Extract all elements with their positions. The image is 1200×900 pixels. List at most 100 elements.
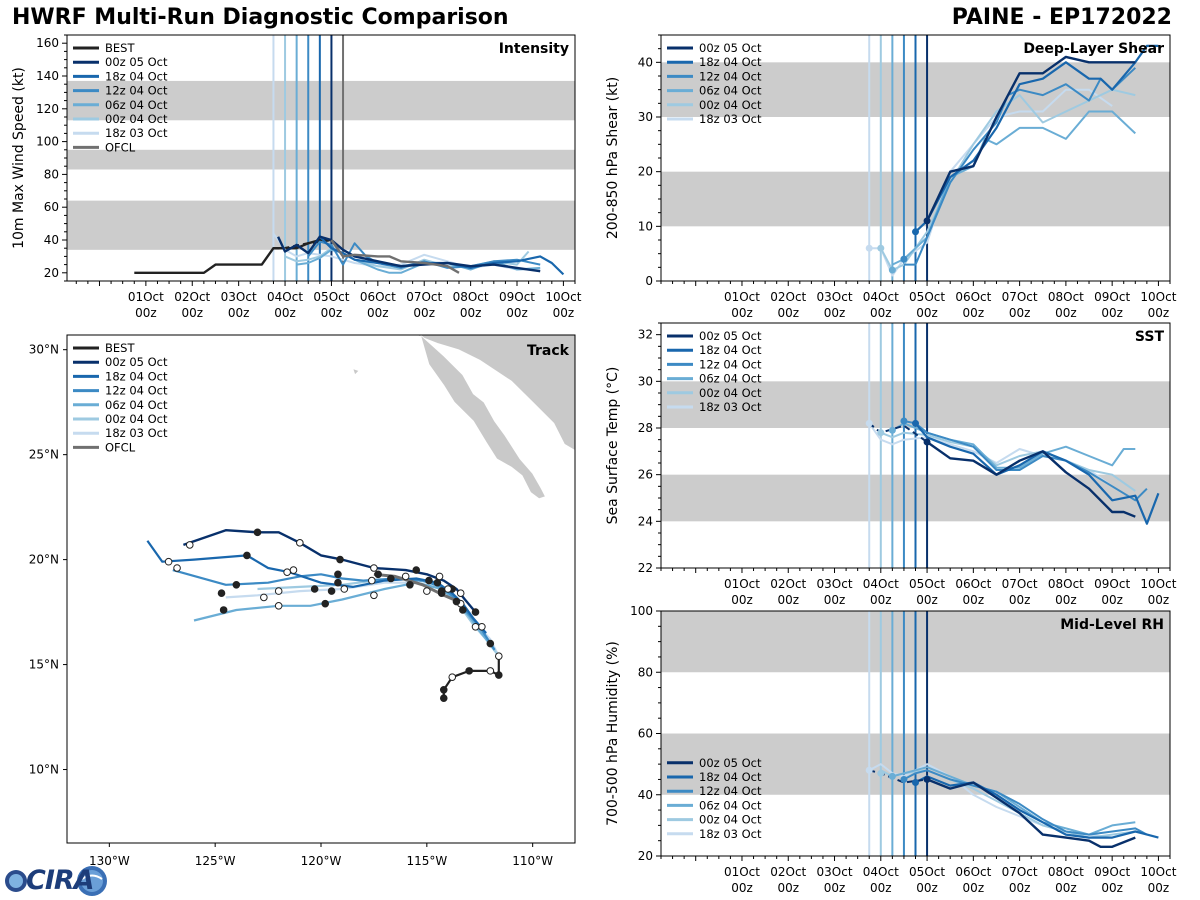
shear-legend-label: 00z 05 Oct [699,41,762,55]
track-marker-13 [456,589,465,597]
track-marker-30 [368,576,376,585]
track-marker-50 [173,564,181,572]
intensity-ytick-label: 140 [36,69,59,83]
rh-xtick-hour: 00z [824,881,846,895]
track-lat-label: 15°N [29,658,59,672]
shear-xtick-hour: 00z [870,306,892,320]
rh-xtick-day: 01Oct [724,865,760,879]
shear-series-group [865,44,1159,277]
intensity-xtick-hour: 00z [321,306,343,320]
track-marker-9 [471,622,480,631]
rh-ytick-label: 80 [638,665,653,679]
track-marker-26 [387,574,395,583]
intensity-title: Intensity [499,41,569,57]
intensity-legend-label: OFCL [105,140,136,154]
track-marker-7 [486,639,495,648]
track-marker-27 [374,570,382,579]
track-marker-29 [370,591,378,600]
rh-legend-label: 18z 04 Oct [699,770,762,784]
logo-text: CIRA [26,865,95,896]
shear-legend-label: 18z 04 Oct [699,55,762,69]
sst-xtick-day: 09Oct [1094,577,1130,591]
rh-ytick-label: 20 [638,849,653,863]
track-lat-label: 30°N [29,343,59,357]
sst-xtick-day: 01Oct [724,577,760,591]
rh-init-point-1 [877,769,885,777]
track-marker-45 [243,551,251,560]
rh-legend-label: 00z 05 Oct [699,756,762,770]
shear-ytick-label: 0 [645,274,653,288]
sst-xtick-hour: 00z [963,593,985,607]
track-marker-21 [425,576,433,585]
track-marker-38 [296,539,304,547]
sst-legend-label: 00z 04 Oct [699,386,762,400]
shear-xtick-day: 07Oct [1002,290,1038,304]
track-marker-51 [164,557,173,566]
track-lon-label: 115°W [406,854,447,868]
intensity-xtick-hour: 00z [460,306,482,320]
rh-xtick-day: 03Oct [817,865,853,879]
shear-init-point-3 [900,255,908,263]
intensity-xtick-day: 08Oct [453,290,489,304]
shear-legend-label: 12z 04 Oct [699,69,762,83]
sst-chart: 22 24 26 28 30 32 01Oct 00z 02Oct 00z 03Oct 00z 04Oc… [605,322,1177,607]
track-marker-10 [471,608,480,616]
rh-xtick-day: 08Oct [1048,865,1084,879]
rh-xtick-hour: 00z [1101,881,1123,895]
sst-series-12z-04-oct [903,420,1148,502]
rh-series-group [865,763,1159,848]
land-island [352,367,360,376]
shear-xtick-hour: 00z [1009,306,1031,320]
sst-xtick-day: 08Oct [1048,577,1084,591]
rh-init-point-4 [912,779,919,786]
sst-xtick-hour: 00z [1148,593,1170,607]
rh-init-point-3 [900,775,908,783]
track-legend-label: 00z 05 Oct [105,355,168,369]
track-marker-25 [401,572,410,581]
shear-xtick-hour: 00z [824,306,846,320]
intensity-xtick-hour: 00z [228,306,250,320]
intensity-xtick-hour: 00z [181,306,203,320]
track-lat-label: 10°N [29,763,59,777]
intensity-xtick-day: 09Oct [499,290,535,304]
shear-xtick-hour: 00z [1101,306,1123,320]
track-marker-8 [478,622,486,631]
shear-xtick-hour: 00z [963,306,985,320]
track-marker-42 [274,601,283,610]
sst-legend-label: 06z 04 Oct [699,372,762,386]
track-marker-4 [486,667,495,675]
track-marker-32 [336,555,344,564]
shear-init-point-5 [923,217,931,225]
shear-xtick-day: 03Oct [817,290,853,304]
rh-series-12z-04-oct [903,769,1148,836]
track-marker-11 [459,606,467,614]
intensity-series-ofcl [330,239,460,274]
rh-legend-label: 18z 03 Oct [699,827,762,841]
track-06z-04-oct [193,581,496,651]
rh-series-06z-04-oct [892,766,1136,836]
shear-init-point-2 [888,266,896,274]
rh-xtick-day: 07Oct [1002,865,1038,879]
sst-init-point-2 [888,426,896,434]
track-legend-label: 12z 04 Oct [105,384,168,398]
intensity-xtick-day: 06Oct [360,290,396,304]
sst-ytick-label: 26 [638,468,653,482]
shear-init-point-0 [865,244,873,252]
sst-ytick-label: 24 [638,514,653,528]
sst-series-group [865,417,1160,525]
sst-xtick-hour: 00z [870,593,892,607]
track-lon-label: 130°W [89,854,130,868]
track-marker-19 [435,572,444,581]
track-marker-5 [495,671,503,679]
intensity-legend-label: 00z 04 Oct [105,112,168,126]
sst-series-00z-05-oct [926,441,1136,518]
intensity-ylabel: 10m Max Wind Speed (kt) [11,67,27,249]
sst-legend-label: 12z 04 Oct [699,357,762,371]
intensity-xtick-day: 01Oct [128,290,164,304]
sst-xtick-day: 07Oct [1002,577,1038,591]
rh-xtick-day: 06Oct [955,865,991,879]
track-marker-3 [465,667,473,675]
intensity-xtick-hour: 00z [274,306,296,320]
track-marker-31 [340,585,349,593]
track-marker-18 [433,578,442,587]
